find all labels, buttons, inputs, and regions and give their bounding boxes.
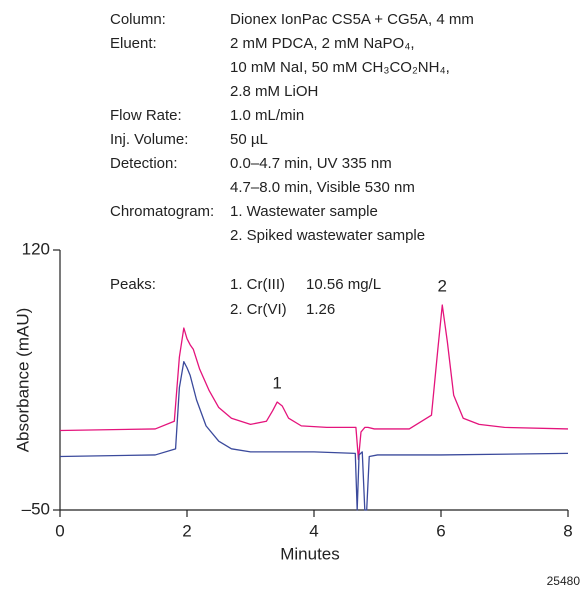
x-tick-label: 2: [182, 521, 191, 540]
condition-value: 2. Spiked wastewater sample: [230, 227, 425, 244]
condition-value: 2.8 mM LiOH: [230, 83, 318, 100]
x-tick-label: 6: [436, 521, 445, 540]
condition-label: Inj. Volume:: [110, 131, 188, 148]
condition-value: 1.0 mL/min: [230, 107, 304, 124]
condition-label: Detection:: [110, 155, 178, 172]
peaks-title: Peaks:: [110, 276, 156, 293]
y-tick-label: –50: [22, 499, 50, 518]
y-axis-title: Absorbance (mAU): [13, 308, 32, 453]
condition-label: Column:: [110, 11, 166, 28]
condition-value: Dionex IonPac CS5A + CG5A, 4 mm: [230, 11, 474, 28]
x-tick-label: 0: [55, 521, 64, 540]
peak-name: 2. Cr(VI): [230, 301, 287, 318]
peak-label: 2: [438, 277, 447, 296]
peak-amount: 10.56 mg/L: [306, 276, 381, 293]
figure-number: 25480: [547, 574, 581, 588]
condition-value: 1. Wastewater sample: [230, 203, 378, 220]
condition-value: 50 µL: [230, 131, 268, 148]
peak-name: 1. Cr(III): [230, 276, 285, 293]
condition-label: Flow Rate:: [110, 107, 182, 124]
x-tick-label: 8: [563, 521, 572, 540]
condition-value: 2 mM PDCA, 2 mM NaPO₄,: [230, 35, 414, 52]
x-tick-label: 4: [309, 521, 318, 540]
x-axis-title: Minutes: [280, 544, 340, 563]
peak-label: 1: [272, 374, 281, 393]
y-tick-label: 120: [22, 239, 50, 258]
condition-value: 4.7–8.0 min, Visible 530 nm: [230, 179, 415, 196]
condition-label: Eluent:: [110, 35, 157, 52]
condition-value: 10 mM NaI, 50 mM CH₃CO₂NH₄,: [230, 59, 450, 76]
chromatogram-line: [59, 361, 569, 511]
condition-label: Chromatogram:: [110, 203, 214, 220]
chromatogram-line: [59, 304, 569, 461]
peak-amount: 1.26: [306, 301, 335, 318]
condition-value: 0.0–4.7 min, UV 335 nm: [230, 155, 392, 172]
